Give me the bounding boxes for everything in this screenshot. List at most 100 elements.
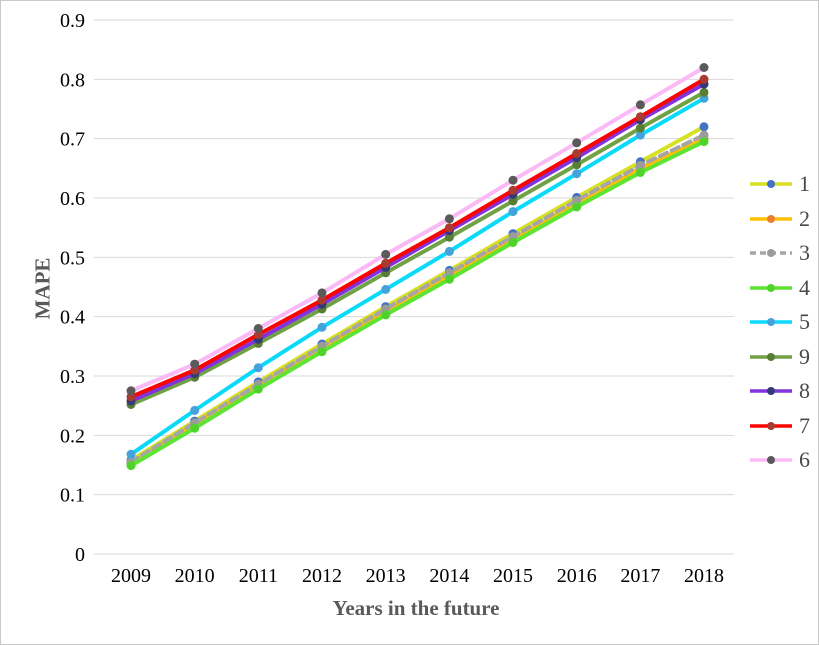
data-point-series-5	[381, 284, 391, 294]
data-point-series-6	[508, 175, 518, 185]
data-point-series-9	[572, 160, 582, 170]
legend-item-7: 7	[749, 409, 818, 444]
data-point-series-5	[190, 405, 200, 415]
data-point-series-9	[699, 87, 709, 97]
y-tick-label: 0.4	[60, 307, 85, 329]
legend-swatch-icon	[750, 283, 792, 292]
data-point-series-6	[190, 359, 200, 369]
series-line-4	[129, 139, 706, 468]
y-tick-label: 0.8	[60, 69, 85, 91]
x-tick-label: 2017	[620, 565, 660, 587]
data-point-series-3	[635, 160, 645, 170]
legend-item-6: 6	[749, 443, 818, 478]
series-line-1	[129, 124, 706, 463]
legend-label: 8	[799, 378, 810, 404]
data-point-series-7	[317, 295, 327, 305]
data-point-series-4	[508, 238, 518, 247]
x-axis-title: Years in the future	[332, 596, 500, 620]
x-tick-label: 2013	[366, 565, 406, 587]
legend-label: 2	[799, 205, 810, 231]
data-point-series-5	[317, 322, 327, 332]
data-point-series-6	[699, 63, 709, 72]
y-axis-title: MAPE	[30, 257, 55, 320]
data-point-series-6	[381, 249, 391, 259]
x-tick-label: 2011	[239, 565, 278, 587]
data-point-series-4	[444, 274, 454, 284]
data-point-series-3	[699, 130, 709, 140]
data-point-series-7	[444, 223, 454, 233]
data-point-series-5	[253, 363, 263, 373]
data-point-series-6	[572, 138, 582, 148]
data-point-series-4	[190, 423, 200, 433]
y-tick-label: 0.9	[60, 10, 85, 32]
data-point-series-4	[635, 168, 645, 177]
legend-label: 1	[799, 171, 810, 197]
legend-label: 9	[799, 343, 810, 369]
data-point-series-4	[253, 384, 263, 394]
x-tick-label: 2015	[493, 565, 533, 587]
data-point-series-5	[126, 449, 136, 459]
data-point-series-9	[508, 196, 518, 206]
x-tick-label: 2018	[684, 565, 724, 587]
legend-swatch-icon	[750, 456, 792, 465]
data-point-series-7	[699, 74, 709, 84]
data-point-series-6	[126, 386, 136, 396]
data-point-series-4	[126, 461, 136, 471]
x-tick-label: 2009	[111, 565, 151, 587]
legend-item-4: 4	[749, 271, 818, 306]
legend-item-9: 9	[749, 340, 818, 375]
data-point-series-6	[444, 214, 454, 224]
series-line-8	[129, 82, 706, 403]
data-point-series-7	[381, 258, 391, 268]
y-tick-label: 0.6	[60, 188, 85, 210]
x-tick-label: 2014	[429, 565, 469, 587]
data-point-series-9	[444, 232, 454, 242]
data-point-series-4	[572, 202, 582, 212]
y-tick-label: 0.3	[60, 366, 85, 388]
series-line-3	[129, 133, 706, 464]
data-point-series-6	[317, 288, 327, 298]
data-point-series-4	[317, 347, 327, 357]
y-tick-label: 0.2	[60, 425, 85, 447]
legend-item-2: 2	[749, 202, 818, 237]
legend-label: 7	[799, 412, 810, 438]
legend-label: 5	[799, 309, 810, 335]
y-tick-label: 0	[75, 544, 85, 566]
series-line-9	[129, 90, 706, 407]
data-point-series-9	[635, 123, 645, 133]
series-line-7	[129, 77, 706, 399]
legend-item-8: 8	[749, 374, 818, 409]
legend-label: 3	[799, 240, 810, 266]
legend-item-1: 1	[749, 167, 818, 202]
x-tick-label: 2012	[302, 565, 342, 587]
data-point-series-6	[635, 100, 645, 110]
data-point-series-5	[635, 130, 645, 140]
data-point-series-4	[699, 137, 709, 147]
data-point-series-5	[572, 169, 582, 179]
series-line-5	[129, 96, 706, 457]
data-point-series-7	[635, 112, 645, 122]
data-point-series-4	[381, 310, 391, 320]
legend-swatch-icon	[750, 214, 792, 223]
legend-item-3: 3	[749, 236, 818, 271]
legend-item-5: 5	[749, 305, 818, 340]
legend-label: 6	[799, 447, 810, 473]
legend-swatch-icon	[750, 421, 792, 430]
legend-swatch-icon	[750, 180, 792, 189]
data-point-series-3	[444, 268, 454, 278]
x-tick-label: 2016	[557, 565, 597, 587]
legend-swatch-icon	[750, 387, 792, 396]
data-point-series-7	[508, 185, 518, 195]
data-point-series-5	[508, 207, 518, 217]
data-point-series-1	[699, 122, 709, 132]
legend-swatch-icon	[750, 249, 792, 258]
data-point-series-7	[572, 149, 582, 158]
y-tick-label: 0.1	[60, 485, 85, 507]
data-point-series-5	[444, 246, 454, 256]
legend-swatch-icon	[750, 318, 792, 327]
series-line-6	[129, 65, 706, 393]
legend-label: 4	[799, 274, 810, 300]
x-tick-label: 2010	[175, 565, 215, 587]
